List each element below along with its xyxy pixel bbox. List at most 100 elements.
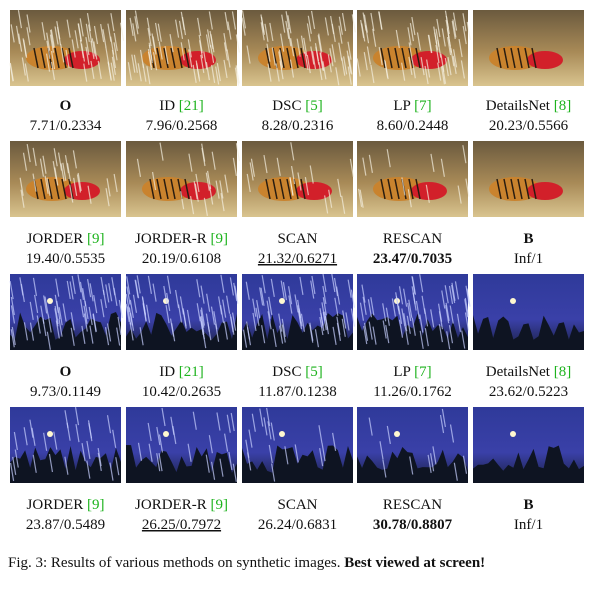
method-name: JORDER-R [135, 231, 207, 247]
rain-streak [255, 307, 260, 326]
moon [163, 431, 169, 437]
rain-streak [332, 326, 337, 345]
score: 23.47/0.7035 [373, 251, 452, 267]
result-image [10, 141, 121, 217]
result-image [242, 273, 355, 350]
score: 10.42/0.2635 [142, 384, 221, 400]
stripe [54, 178, 60, 200]
rain-streak [77, 23, 83, 42]
rain-streak [404, 326, 409, 345]
method-name: SCAN [277, 231, 317, 247]
rain-streak [74, 407, 80, 426]
rain-streak [427, 454, 432, 473]
rain-streak [48, 453, 54, 473]
rain-streak [452, 19, 457, 38]
result-image [357, 274, 471, 350]
method-name: JORDER [27, 497, 84, 513]
rain-streak [424, 65, 429, 85]
method-label: DSC [5] [272, 98, 322, 114]
method-name: LP [393, 364, 410, 380]
caption: Fig. 3: Results of various methods on sy… [8, 555, 485, 571]
rain-streak [324, 316, 330, 335]
rain-streak [148, 443, 153, 462]
rain-streak [363, 322, 369, 341]
rain-streak [166, 275, 172, 294]
stripe [170, 178, 176, 200]
rain-streak [347, 41, 352, 60]
rain-streak [248, 429, 253, 448]
result-image [473, 407, 584, 483]
rain-streak [70, 327, 75, 346]
rain-streak [113, 42, 118, 61]
rain-streak [41, 22, 46, 41]
rain-streak [234, 285, 239, 304]
rain-streak [112, 429, 117, 448]
rain-streak [205, 61, 210, 81]
rain-streak [146, 17, 151, 36]
rain-streak [53, 431, 58, 450]
rain-streak [267, 63, 272, 82]
score: 19.40/0.5535 [26, 251, 105, 267]
stripe [394, 47, 400, 69]
rain-streak [200, 309, 205, 328]
rain-streak [196, 303, 201, 322]
rain-streak [268, 296, 273, 315]
rain-streak [88, 24, 93, 43]
method-label: SCAN [277, 497, 317, 513]
rain-streak [93, 25, 99, 45]
rain-streak [152, 283, 157, 302]
rain-streak [278, 325, 284, 344]
rain-streak [137, 442, 143, 461]
rain-streak [230, 316, 235, 335]
rain-streak [447, 57, 452, 76]
rain-streak [86, 13, 92, 32]
rain-streak [71, 39, 76, 58]
rain-streak [462, 13, 467, 32]
stripe [401, 47, 407, 69]
stripe [380, 178, 386, 200]
rain-streak [215, 66, 220, 85]
rain-streak [416, 32, 422, 51]
rain-streak [58, 307, 63, 326]
stripe [300, 47, 306, 69]
score: 20.19/0.6108 [142, 251, 221, 267]
rain-streak [211, 64, 216, 83]
rain-streak [427, 34, 432, 53]
stripe [40, 47, 46, 69]
stripe [149, 178, 155, 200]
rain-streak [452, 49, 458, 68]
rain-streak [271, 463, 276, 482]
rain-streak [411, 60, 416, 79]
rain-streak [464, 297, 469, 317]
rain-streak [263, 154, 268, 174]
rain-streak [142, 63, 147, 82]
rain-streak [166, 292, 171, 312]
rain-streak [464, 299, 469, 318]
rain-streak [43, 432, 48, 451]
rain-streak [282, 282, 288, 301]
rain-streak [260, 16, 266, 35]
stripe [47, 178, 53, 200]
stripe [380, 47, 386, 69]
rain-streak [378, 11, 383, 30]
rain-streak [210, 306, 216, 325]
rain-streak [331, 23, 336, 42]
rain-streak [60, 44, 65, 63]
rain-streak [452, 12, 458, 31]
rain-streak [460, 60, 466, 79]
rain-streak [297, 172, 302, 191]
stripe [415, 178, 421, 200]
rain-streak [146, 66, 151, 85]
vegetation [10, 446, 121, 483]
rain-streak [341, 195, 346, 214]
rain-streak [294, 294, 299, 313]
result-image [9, 9, 125, 86]
rain-streak [359, 189, 364, 208]
rain-streak [462, 25, 467, 45]
rain-streak [193, 181, 198, 200]
method-label: JORDER [9] [27, 497, 105, 513]
rain-streak [56, 21, 61, 40]
rain-streak [395, 29, 400, 49]
rain-streak [288, 295, 293, 314]
stripe [531, 47, 537, 69]
